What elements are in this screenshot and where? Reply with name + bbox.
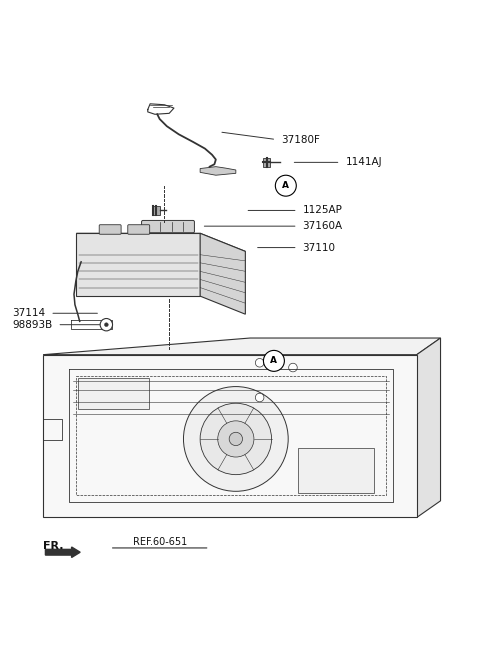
Text: 1125AP: 1125AP bbox=[302, 206, 342, 215]
Text: 37160A: 37160A bbox=[302, 221, 343, 231]
FancyBboxPatch shape bbox=[128, 225, 150, 235]
FancyBboxPatch shape bbox=[142, 221, 194, 233]
Polygon shape bbox=[43, 355, 417, 518]
Circle shape bbox=[288, 363, 297, 372]
Circle shape bbox=[255, 394, 264, 402]
Bar bbox=[78, 378, 149, 409]
Circle shape bbox=[105, 323, 108, 327]
Text: 37180F: 37180F bbox=[281, 135, 320, 145]
Circle shape bbox=[264, 350, 284, 371]
Circle shape bbox=[276, 175, 296, 196]
Polygon shape bbox=[76, 233, 245, 252]
Polygon shape bbox=[200, 167, 236, 175]
FancyBboxPatch shape bbox=[99, 225, 121, 235]
Circle shape bbox=[255, 359, 264, 367]
Text: A: A bbox=[282, 181, 289, 190]
Text: 98893B: 98893B bbox=[12, 320, 53, 330]
Polygon shape bbox=[76, 233, 200, 296]
Text: A: A bbox=[270, 356, 277, 365]
FancyArrow shape bbox=[46, 547, 80, 558]
Circle shape bbox=[200, 403, 272, 474]
Circle shape bbox=[183, 386, 288, 491]
Polygon shape bbox=[153, 206, 160, 215]
Circle shape bbox=[229, 432, 242, 445]
Polygon shape bbox=[43, 338, 441, 355]
Polygon shape bbox=[264, 158, 270, 167]
Text: 37110: 37110 bbox=[302, 242, 336, 252]
Bar bbox=[298, 447, 374, 493]
Circle shape bbox=[100, 319, 112, 331]
Text: FR.: FR. bbox=[43, 541, 63, 551]
Text: 1141AJ: 1141AJ bbox=[345, 158, 382, 168]
Circle shape bbox=[218, 421, 254, 457]
Text: REF.60-651: REF.60-651 bbox=[132, 537, 187, 547]
Polygon shape bbox=[200, 233, 245, 314]
Polygon shape bbox=[417, 338, 441, 518]
Text: 37114: 37114 bbox=[12, 308, 46, 318]
